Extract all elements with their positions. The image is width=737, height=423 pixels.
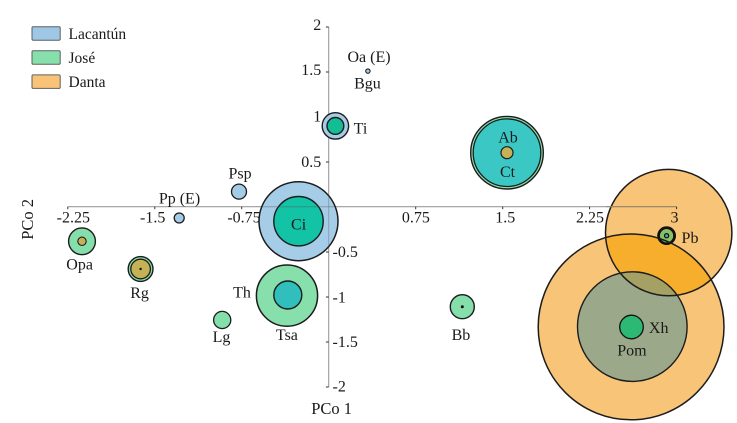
svg-text:Danta: Danta — [69, 74, 106, 91]
svg-text:José: José — [69, 50, 96, 67]
svg-text:-1: -1 — [333, 289, 346, 306]
svg-text:1.5: 1.5 — [495, 210, 515, 227]
svg-text:3: 3 — [671, 210, 679, 227]
svg-text:Bgu: Bgu — [354, 76, 381, 93]
svg-text:-2: -2 — [333, 379, 346, 396]
svg-text:Ct: Ct — [500, 164, 516, 181]
svg-text:1: 1 — [313, 108, 321, 125]
svg-text:Lacantún: Lacantún — [69, 26, 127, 43]
svg-text:-0.75: -0.75 — [227, 210, 260, 227]
svg-text:-0.5: -0.5 — [333, 244, 358, 261]
svg-text:Ab: Ab — [498, 129, 518, 146]
svg-text:Ti: Ti — [354, 120, 368, 137]
svg-text:2: 2 — [313, 17, 321, 34]
svg-text:Rg: Rg — [130, 285, 149, 302]
svg-text:Tsa: Tsa — [276, 327, 298, 344]
svg-text:1.5: 1.5 — [301, 62, 321, 79]
svg-text:Ci: Ci — [291, 216, 307, 233]
svg-text:Pb: Pb — [682, 230, 699, 247]
svg-text:0.5: 0.5 — [301, 154, 321, 171]
svg-text:Th: Th — [233, 285, 251, 302]
svg-text:PCo 2: PCo 2 — [18, 199, 37, 240]
svg-text:0.75: 0.75 — [402, 210, 430, 227]
svg-text:2.25: 2.25 — [576, 210, 604, 227]
svg-text:Pom: Pom — [617, 342, 647, 359]
svg-text:PCo 1: PCo 1 — [311, 399, 352, 418]
svg-text:Psp: Psp — [228, 165, 251, 182]
svg-text:Oa (E): Oa (E) — [347, 49, 390, 66]
svg-text:-1.5: -1.5 — [333, 334, 358, 351]
svg-text:Pp (E): Pp (E) — [159, 190, 200, 207]
svg-text:-1.5: -1.5 — [140, 210, 165, 227]
svg-text:Xh: Xh — [649, 320, 669, 337]
svg-text:-2.25: -2.25 — [57, 210, 90, 227]
svg-text:Opa: Opa — [66, 256, 93, 273]
svg-text:Bb: Bb — [452, 327, 471, 344]
svg-text:Lg: Lg — [213, 329, 231, 346]
